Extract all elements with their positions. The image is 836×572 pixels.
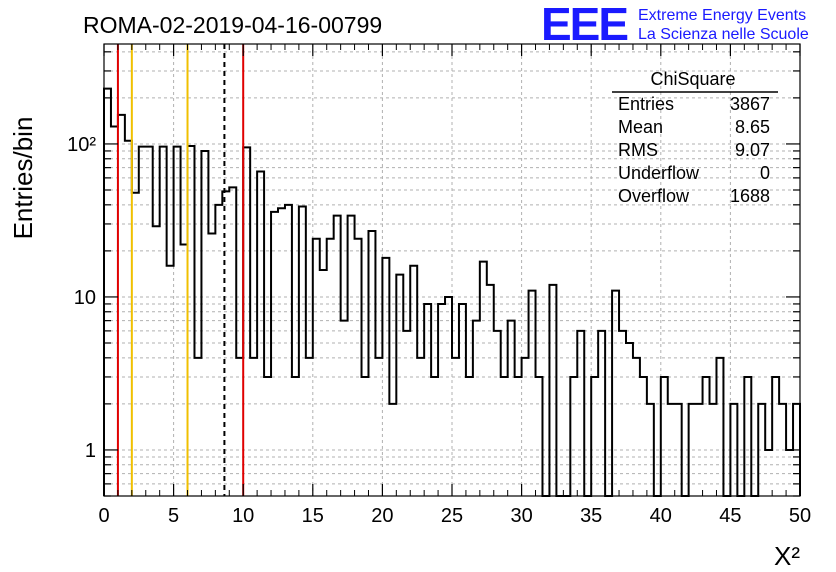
- x-tick-label: 20: [371, 505, 393, 527]
- y-axis-title: Entries/bin: [8, 117, 38, 240]
- x-tick-label: 30: [510, 505, 532, 527]
- eee-logo: EEE Extreme Energy Events La Scienza nel…: [541, 0, 809, 50]
- x-tick-label: 35: [580, 505, 602, 527]
- x-tick-label: 45: [719, 505, 741, 527]
- grid-lines: [104, 44, 800, 497]
- x-tick-label: 50: [789, 505, 811, 527]
- reference-lines: [116, 44, 245, 496]
- stats-row-value: 0: [760, 163, 770, 183]
- x-tick-label: 5: [168, 505, 179, 527]
- stats-row-value: 1688: [730, 186, 770, 206]
- stats-row-label: Underflow: [618, 163, 700, 183]
- stats-row-label: Entries: [618, 94, 674, 114]
- stats-row-value: 8.65: [735, 117, 770, 137]
- stats-row-label: Mean: [618, 117, 663, 137]
- stats-row-label: Overflow: [618, 186, 690, 206]
- stats-row-value: 3867: [730, 94, 770, 114]
- stats-box: ChiSquare Entries 3867 Mean 8.65 RMS 9.07 Unde…: [612, 69, 778, 206]
- stats-box-name: ChiSquare: [650, 69, 735, 89]
- eee-logo-line1: Extreme Energy Events: [638, 7, 806, 24]
- y-tick-label: 10²: [67, 134, 96, 156]
- x-axis-ticks: 0 5 10 15 20 25 30 35 40 45 50: [98, 44, 811, 527]
- x-tick-label: 25: [441, 505, 463, 527]
- x-tick-label: 40: [650, 505, 672, 527]
- x-tick-label: 0: [98, 505, 109, 527]
- eee-logo-line2: La Scienza nelle Scuole: [638, 26, 809, 43]
- stats-row-value: 9.07: [735, 140, 770, 160]
- stats-box-rows: Entries 3867 Mean 8.65 RMS 9.07 Underflow 0 Over…: [618, 94, 770, 206]
- stats-row-label: RMS: [618, 140, 658, 160]
- x-tick-label: 10: [232, 505, 254, 527]
- eee-logo-text: EEE: [541, 0, 627, 50]
- y-tick-label: 10: [74, 287, 96, 309]
- x-tick-label: 15: [302, 505, 324, 527]
- y-axis-ticks: 1 10 10²: [67, 51, 800, 497]
- y-tick-label: 1: [85, 440, 96, 462]
- x-axis-title: X²: [774, 541, 800, 571]
- chart-title: ROMA-02-2019-04-16-00799: [83, 12, 382, 38]
